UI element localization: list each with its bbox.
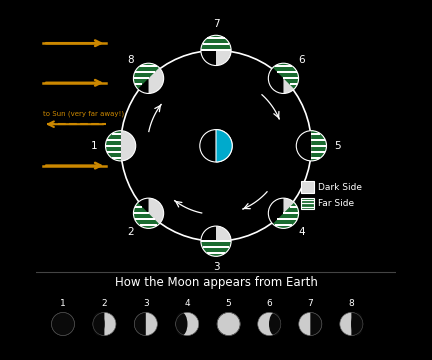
Bar — [207, 37, 225, 39]
Bar — [106, 145, 121, 147]
Wedge shape — [311, 131, 327, 161]
Bar — [275, 65, 292, 67]
Text: 7: 7 — [213, 19, 219, 30]
Bar — [134, 212, 149, 214]
Bar — [277, 219, 297, 220]
Bar — [140, 224, 157, 226]
Text: Dark Side: Dark Side — [318, 183, 362, 192]
Circle shape — [93, 312, 116, 336]
Text: 7: 7 — [308, 299, 313, 308]
Text: How the Moon appears from Earth: How the Moon appears from Earth — [114, 276, 318, 289]
Bar — [134, 77, 149, 79]
Text: 5: 5 — [226, 299, 232, 308]
Text: Far Side: Far Side — [318, 199, 354, 208]
Wedge shape — [146, 312, 157, 336]
Text: 4: 4 — [299, 227, 305, 237]
Circle shape — [133, 63, 164, 94]
Circle shape — [217, 312, 240, 336]
Text: 3: 3 — [143, 299, 149, 308]
Circle shape — [201, 226, 231, 256]
Text: 2: 2 — [127, 227, 133, 237]
Circle shape — [340, 312, 363, 336]
Ellipse shape — [92, 312, 105, 336]
Text: 5: 5 — [334, 141, 341, 151]
Wedge shape — [133, 203, 159, 228]
Bar — [203, 44, 229, 45]
Wedge shape — [149, 198, 164, 228]
Circle shape — [176, 312, 199, 336]
Bar — [311, 145, 326, 147]
Wedge shape — [283, 63, 299, 94]
Text: 6: 6 — [267, 299, 272, 308]
Wedge shape — [216, 130, 232, 162]
Bar — [275, 224, 292, 226]
Wedge shape — [201, 241, 231, 256]
Wedge shape — [273, 63, 299, 89]
Bar — [311, 151, 325, 153]
Bar — [289, 206, 297, 208]
Text: 1: 1 — [60, 299, 66, 308]
Text: 8: 8 — [349, 299, 354, 308]
Bar — [135, 84, 143, 85]
Text: to Sun (very far away!): to Sun (very far away!) — [43, 111, 124, 117]
Bar — [207, 252, 225, 254]
Wedge shape — [273, 203, 299, 228]
Ellipse shape — [351, 312, 363, 336]
Circle shape — [134, 312, 157, 336]
Bar — [135, 219, 155, 220]
Bar — [311, 157, 320, 159]
Bar — [135, 206, 143, 208]
Circle shape — [268, 63, 299, 94]
Wedge shape — [216, 226, 231, 256]
Bar — [301, 198, 314, 209]
Text: 1: 1 — [91, 141, 98, 151]
Circle shape — [105, 131, 136, 161]
Wedge shape — [340, 312, 351, 336]
Bar — [201, 240, 231, 242]
Wedge shape — [105, 131, 121, 161]
Wedge shape — [283, 198, 299, 228]
Bar — [277, 71, 297, 73]
Circle shape — [268, 198, 299, 228]
Wedge shape — [105, 312, 116, 336]
Bar — [203, 246, 229, 248]
Wedge shape — [121, 131, 136, 161]
Text: 4: 4 — [184, 299, 190, 308]
Bar — [135, 71, 155, 73]
Wedge shape — [299, 312, 310, 336]
Bar — [289, 84, 297, 85]
Text: 6: 6 — [299, 55, 305, 65]
Circle shape — [201, 35, 231, 66]
Text: 8: 8 — [127, 55, 133, 65]
Ellipse shape — [269, 312, 281, 336]
Text: 2: 2 — [102, 299, 107, 308]
Bar — [311, 133, 320, 135]
Bar — [112, 157, 121, 159]
Bar — [301, 181, 314, 193]
Circle shape — [176, 312, 199, 336]
Bar — [140, 65, 157, 67]
Bar — [201, 49, 231, 51]
Circle shape — [51, 312, 74, 336]
Bar — [283, 77, 298, 79]
Bar — [283, 212, 298, 214]
Circle shape — [200, 130, 232, 162]
Circle shape — [296, 131, 327, 161]
Text: 3: 3 — [213, 262, 219, 272]
Circle shape — [258, 312, 281, 336]
Bar — [112, 133, 121, 135]
Bar — [107, 139, 121, 141]
Circle shape — [258, 312, 281, 336]
Wedge shape — [149, 63, 164, 94]
Circle shape — [299, 312, 322, 336]
Ellipse shape — [175, 312, 187, 336]
Wedge shape — [201, 35, 231, 50]
Circle shape — [133, 198, 164, 228]
Circle shape — [217, 312, 240, 336]
Bar — [311, 139, 325, 141]
Wedge shape — [133, 63, 159, 89]
Wedge shape — [311, 131, 327, 161]
Bar — [107, 151, 121, 153]
Wedge shape — [216, 35, 231, 66]
